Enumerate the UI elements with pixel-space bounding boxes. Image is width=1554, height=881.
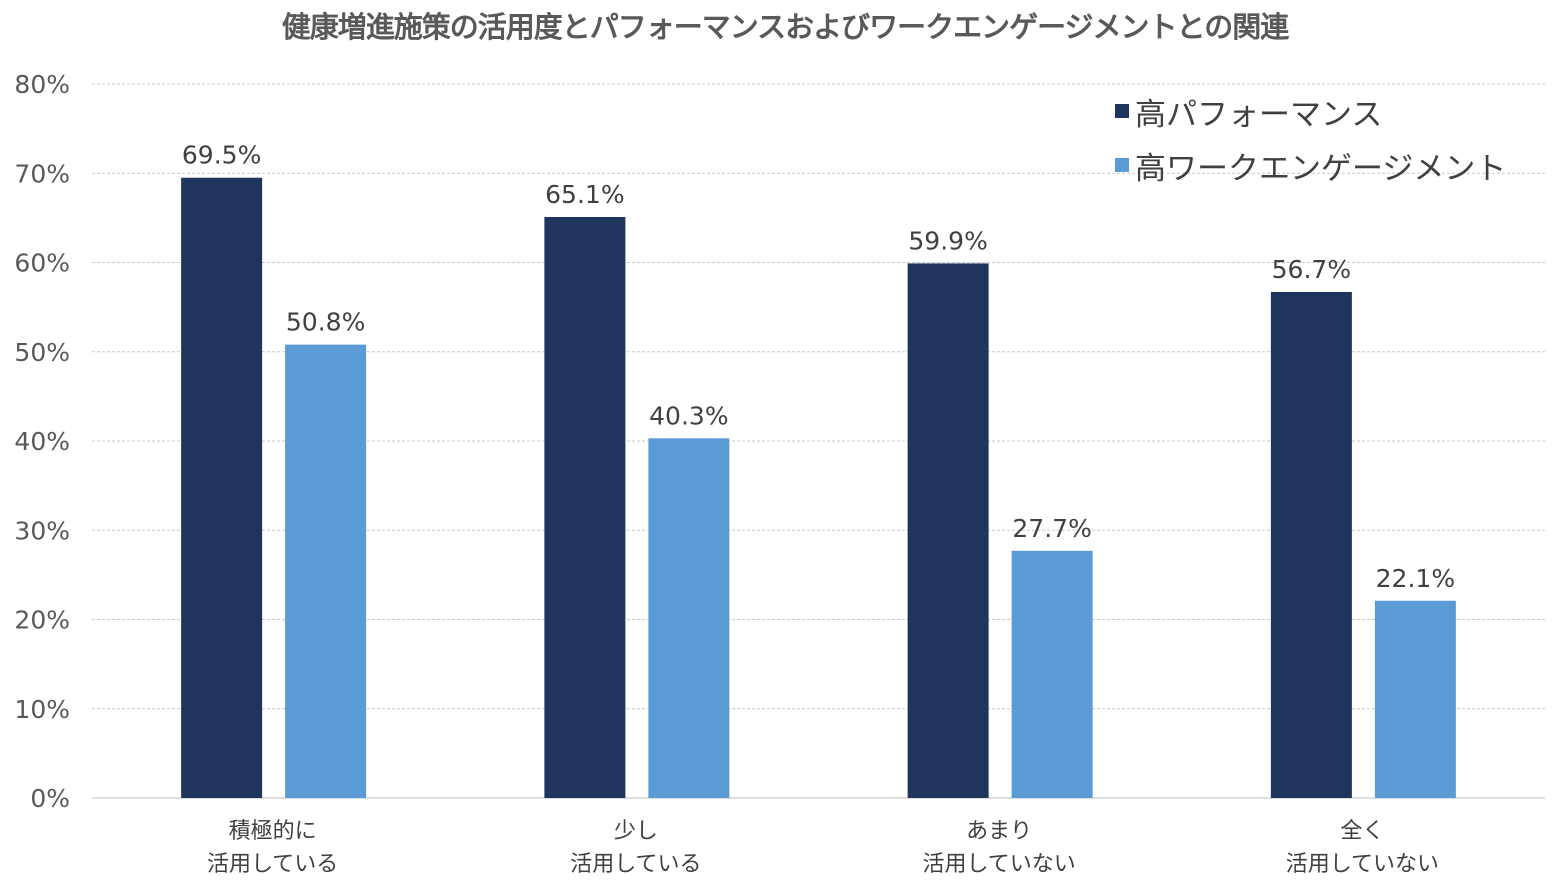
y-tick-label: 10% [14,695,70,724]
x-tick-label: 活用している [570,852,701,877]
legend-swatch [1115,158,1129,172]
data-label: 56.7% [1272,255,1351,284]
legend-item-high-engagement: 高ワークエンゲージメント [1115,138,1506,192]
legend-swatch [1115,104,1129,118]
data-label: 59.9% [908,226,987,255]
legend-label: 高パフォーマンス [1135,96,1383,133]
y-tick-label: 60% [14,249,70,278]
x-tick-label: あまり [966,819,1032,844]
y-tick-label: 70% [14,159,70,188]
data-label: 69.5% [182,141,261,170]
bar [1011,550,1093,798]
y-tick-label: 50% [14,338,70,367]
y-tick-label: 80% [14,70,70,99]
x-tick-label: 活用している [207,852,338,877]
legend: 高パフォーマンス 高ワークエンゲージメント [1115,84,1506,192]
data-label: 27.7% [1012,514,1091,543]
y-tick-label: 30% [14,516,70,545]
x-tick-label: 積極的に [229,819,317,844]
bar [1374,600,1456,798]
data-label: 40.3% [649,401,728,430]
y-tick-label: 40% [14,427,70,456]
data-label: 22.1% [1376,564,1455,593]
bar [648,438,730,798]
x-tick-label: 全く [1340,819,1384,844]
legend-item-high-performance: 高パフォーマンス [1115,84,1506,138]
chart-title: 健康増進施策の活用度とパフォーマンスおよびワークエンゲージメントとの関連 [281,10,1290,44]
y-tick-label: 0% [30,784,70,813]
bar [285,344,367,798]
data-label: 50.8% [286,308,365,337]
bar [1270,291,1352,798]
x-tick-label: 活用していない [922,852,1075,877]
bar [181,177,263,798]
data-label: 65.1% [545,180,624,209]
bar [544,216,626,799]
y-tick-label: 20% [14,606,70,635]
legend-label: 高ワークエンゲージメント [1135,150,1507,187]
bar [907,263,989,799]
x-tick-label: 少し [614,819,658,844]
x-tick-label: 活用していない [1286,852,1439,877]
